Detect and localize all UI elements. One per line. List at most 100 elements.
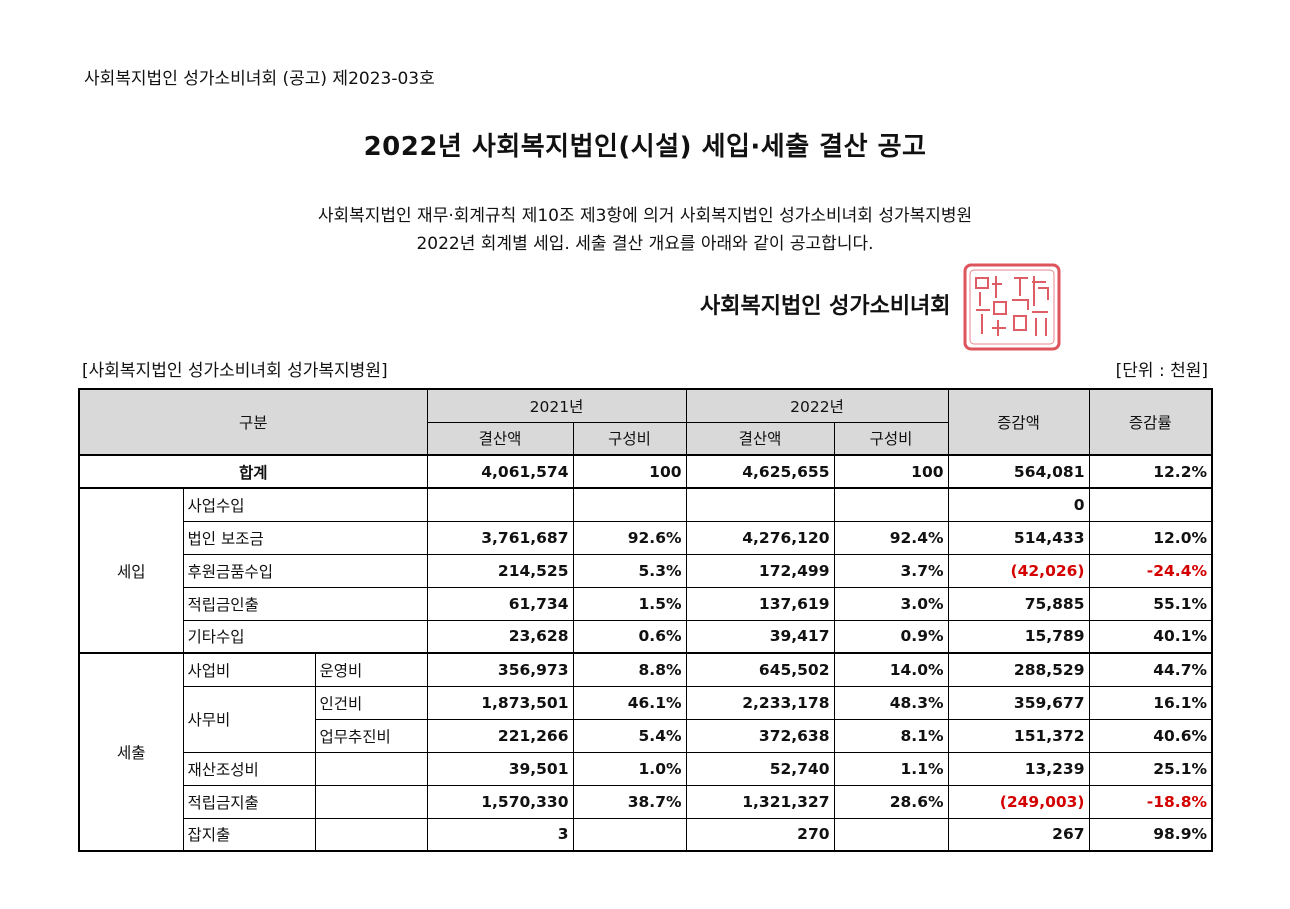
cell-change: 13,239 xyxy=(947,751,1090,786)
row-label: 법인 보조금 xyxy=(182,520,428,555)
intro-text: 사회복지법인 재무·회계규칙 제10조 제3항에 의거 사회복지법인 성가소비녀… xyxy=(0,202,1290,258)
cell-ratio-2022: 3.0% xyxy=(833,586,949,621)
cell-amount-2021: 214,525 xyxy=(426,553,574,588)
cell-ratio-2022: 14.0% xyxy=(833,652,949,687)
organization-label: [사회복지법인 성가소비녀회 성가복지병원] xyxy=(82,361,388,381)
cell-ratio-2021: 0.6% xyxy=(572,619,687,654)
table-row: 업무추진비 221,266 5.4% 372,638 8.1% 151,372 … xyxy=(79,718,1213,753)
cell-ratio-2022: 92.4% xyxy=(833,520,949,555)
row-label: 적립금인출 xyxy=(182,586,428,621)
cell-ratio-2021: 5.4% xyxy=(572,718,687,753)
cell-rate: 12.0% xyxy=(1088,520,1213,555)
settlement-table: 구분 2021년 2022년 증감액 증감률 결산액 구성비 결산액 구성비 합… xyxy=(78,388,1214,852)
cell-rate: 12.2% xyxy=(1088,454,1213,489)
table-row: 적립금인출 61,734 1.5% 137,619 3.0% 75,885 55… xyxy=(79,586,1213,621)
cell-change: 564,081 xyxy=(947,454,1090,489)
cell-rate: -24.4% xyxy=(1088,553,1213,588)
cell-amount-2021: 3 xyxy=(426,817,574,852)
cell-ratio-2022: 1.1% xyxy=(833,751,949,786)
cell-ratio-2022 xyxy=(833,487,949,522)
cell-change: 267 xyxy=(947,817,1090,852)
header-amount-2022: 결산액 xyxy=(685,421,835,456)
cell-ratio-2021 xyxy=(572,487,687,522)
row-sublabel-empty xyxy=(314,817,428,852)
table-row-total: 합계 4,061,574 100 4,625,655 100 564,081 1… xyxy=(78,454,1213,489)
cell-rate: 55.1% xyxy=(1088,586,1213,621)
notice-number: 사회복지법인 성가소비녀회 (공고) 제2023-03호 xyxy=(84,69,435,89)
group-revenue: 세입 xyxy=(78,487,184,654)
total-label: 합계 xyxy=(78,454,428,489)
cell-rate: 16.1% xyxy=(1088,685,1213,720)
row-label: 기타수입 xyxy=(182,619,428,654)
cell-amount-2021: 3,761,687 xyxy=(426,520,574,555)
cell-ratio-2022: 28.6% xyxy=(833,784,949,819)
row-sublabel: 업무추진비 xyxy=(314,718,428,753)
cell-amount-2022: 52,740 xyxy=(685,751,835,786)
cell-ratio-2021: 1.5% xyxy=(572,586,687,621)
cell-ratio-2022: 3.7% xyxy=(833,553,949,588)
cell-amount-2021: 1,570,330 xyxy=(426,784,574,819)
table-row: 기타수입 23,628 0.6% 39,417 0.9% 15,789 40.1… xyxy=(79,619,1213,654)
cell-rate: 98.9% xyxy=(1088,817,1213,852)
official-seal-icon xyxy=(963,263,1061,351)
cell-amount-2022: 1,321,327 xyxy=(685,784,835,819)
cell-rate: 40.6% xyxy=(1088,718,1213,753)
cell-amount-2021: 39,501 xyxy=(426,751,574,786)
table-row: 후원금품수입 214,525 5.3% 172,499 3.7% (42,026… xyxy=(79,553,1213,588)
cell-rate: 25.1% xyxy=(1088,751,1213,786)
cell-change: 151,372 xyxy=(947,718,1090,753)
cell-rate: 40.1% xyxy=(1088,619,1213,654)
row-sublabel: 인건비 xyxy=(314,685,428,720)
row-sublabel: 운영비 xyxy=(314,652,428,687)
cell-ratio-2021: 38.7% xyxy=(572,784,687,819)
cell-amount-2021 xyxy=(426,487,574,522)
table-row: 사무비 인건비 1,873,501 46.1% 2,233,178 48.3% … xyxy=(79,685,1213,753)
row-sublabel-empty xyxy=(314,784,428,819)
page-title: 2022년 사회복지법인(시설) 세입·세출 결산 공고 xyxy=(363,132,927,162)
table-row: 법인 보조금 3,761,687 92.6% 4,276,120 92.4% 5… xyxy=(79,520,1213,555)
header-ratio-2021: 구성비 xyxy=(572,421,687,456)
cell-ratio-2022: 100 xyxy=(833,454,949,489)
header-rate: 증감률 xyxy=(1088,388,1213,456)
cell-ratio-2021: 1.0% xyxy=(572,751,687,786)
table-row: 잡지출 3 270 267 98.9% xyxy=(79,817,1213,852)
cell-change: 75,885 xyxy=(947,586,1090,621)
cell-change: (42,026) xyxy=(947,553,1090,588)
cell-ratio-2021: 8.8% xyxy=(572,652,687,687)
cell-amount-2021: 356,973 xyxy=(426,652,574,687)
cell-amount-2021: 1,873,501 xyxy=(426,685,574,720)
cell-ratio-2021: 46.1% xyxy=(572,685,687,720)
cell-rate: -18.8% xyxy=(1088,784,1213,819)
table-row: 재산조성비 39,501 1.0% 52,740 1.1% 13,239 25.… xyxy=(79,751,1213,786)
header-ratio-2022: 구성비 xyxy=(833,421,949,456)
cell-ratio-2022: 8.1% xyxy=(833,718,949,753)
cell-rate: 44.7% xyxy=(1088,652,1213,687)
cell-amount-2022: 372,638 xyxy=(685,718,835,753)
cell-amount-2022: 2,233,178 xyxy=(685,685,835,720)
row-label: 적립금지출 xyxy=(182,784,316,819)
cell-rate xyxy=(1088,487,1213,522)
cell-amount-2021: 4,061,574 xyxy=(426,454,574,489)
row-label: 사무비 xyxy=(182,685,316,753)
group-expense: 세출 xyxy=(78,652,184,852)
cell-ratio-2021 xyxy=(572,817,687,852)
cell-ratio-2021: 100 xyxy=(572,454,687,489)
row-label: 잡지출 xyxy=(182,817,316,852)
cell-amount-2022: 270 xyxy=(685,817,835,852)
cell-ratio-2022 xyxy=(833,817,949,852)
intro-line-1: 사회복지법인 재무·회계규칙 제10조 제3항에 의거 사회복지법인 성가소비녀… xyxy=(317,206,973,226)
header-year-2021: 2021년 xyxy=(426,388,687,423)
row-label: 사업수입 xyxy=(182,487,428,522)
header-amount-2021: 결산액 xyxy=(426,421,574,456)
issuer-name: 사회복지법인 성가소비녀회 xyxy=(700,294,951,319)
cell-change: 514,433 xyxy=(947,520,1090,555)
cell-ratio-2022: 48.3% xyxy=(833,685,949,720)
cell-change: (249,003) xyxy=(947,784,1090,819)
cell-amount-2022: 645,502 xyxy=(685,652,835,687)
intro-line-2: 2022년 회계별 세입. 세출 결산 개요를 아래와 같이 공고합니다. xyxy=(416,234,874,254)
cell-amount-2021: 221,266 xyxy=(426,718,574,753)
cell-amount-2022: 39,417 xyxy=(685,619,835,654)
cell-change: 0 xyxy=(947,487,1090,522)
row-label: 후원금품수입 xyxy=(182,553,428,588)
cell-change: 288,529 xyxy=(947,652,1090,687)
